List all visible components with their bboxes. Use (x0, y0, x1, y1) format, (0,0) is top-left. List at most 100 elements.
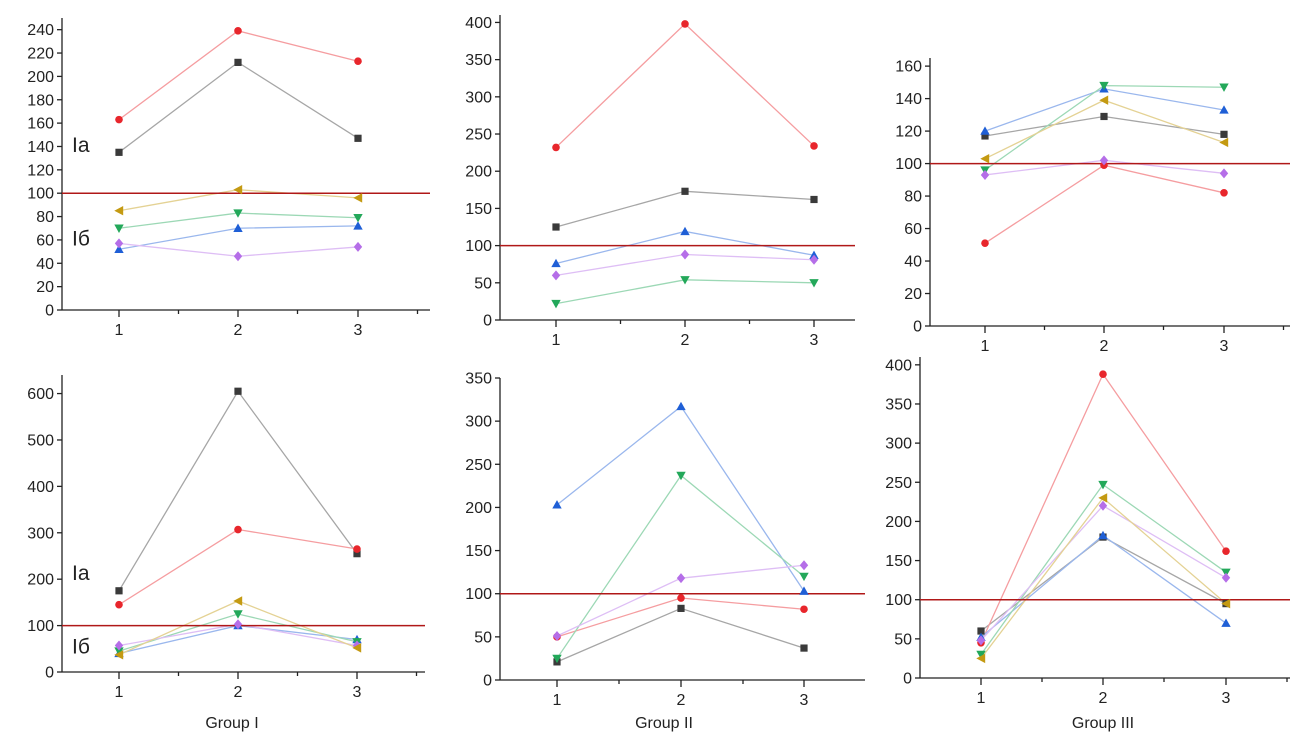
data-point-gold (1098, 493, 1108, 503)
data-point-blue (1098, 530, 1108, 540)
series-line-purple (980, 504, 1227, 641)
y-tick-label: 20 (904, 286, 922, 303)
x-tick-label: 3 (353, 684, 362, 701)
x-tick-label: 2 (1099, 690, 1108, 707)
data-point-green (680, 276, 690, 285)
data-point-purple (114, 238, 124, 249)
x-tick-label: 1 (977, 690, 986, 707)
y-tick-label: 300 (465, 89, 492, 106)
panel-group-ii-top: 0 50 100 150 200 250 300 350 400 1 2 3 (465, 15, 855, 349)
series-line-blue (980, 534, 1227, 638)
data-point-green (551, 299, 561, 309)
data-point-green (353, 214, 363, 223)
y-tick-label: 40 (36, 256, 54, 273)
y-tick-label: 150 (465, 543, 492, 560)
y-tick-label: 240 (27, 22, 54, 39)
group-annotation: Ia (72, 134, 90, 157)
y-tick-label: 250 (885, 475, 912, 492)
data-point-black (115, 148, 123, 156)
data-point-gold (1221, 598, 1231, 609)
y-tick-label: 200 (465, 500, 492, 517)
y-tick-label: 350 (465, 371, 492, 388)
data-point-green (1099, 81, 1109, 91)
y-tick-label: 120 (27, 162, 54, 179)
data-point-gold (114, 650, 124, 660)
series-line-black (118, 390, 358, 592)
group-annotation: Iб (72, 228, 90, 251)
y-tick-label: 0 (903, 671, 912, 688)
y-tick-label: 50 (474, 629, 492, 646)
group-annotation: Ia (72, 562, 90, 585)
data-point-green (799, 572, 809, 582)
y-tick-label: 100 (895, 156, 922, 173)
y-tick-label: 100 (465, 586, 492, 603)
series-line-red (118, 30, 359, 121)
data-point-blue (233, 223, 243, 232)
y-tick-label: 80 (36, 209, 54, 226)
y-tick-label: 0 (483, 673, 492, 690)
x-tick-label: 2 (234, 322, 243, 339)
data-point-black (552, 223, 560, 231)
data-point-green (809, 279, 819, 288)
data-point-gold (1099, 95, 1109, 105)
data-point-purple (1099, 155, 1109, 166)
series-line-black (555, 190, 815, 228)
y-tick-label: 200 (465, 164, 492, 181)
y-tick-label: 0 (45, 665, 54, 682)
data-point-purple (680, 249, 690, 260)
y-tick-label: 20 (36, 279, 54, 296)
data-point-black (810, 195, 818, 204)
series-line-red (118, 528, 358, 606)
x-tick-label: 1 (553, 692, 562, 709)
y-tick-label: 400 (27, 479, 54, 496)
y-tick-label: 0 (483, 313, 492, 330)
data-point-blue (1219, 105, 1229, 114)
x-tick-label: 1 (981, 338, 990, 355)
y-tick-label: 100 (27, 618, 54, 635)
data-point-purple (114, 640, 124, 651)
data-point-gold (980, 154, 990, 164)
data-point-red (681, 20, 689, 28)
y-tick-label: 0 (45, 303, 54, 320)
y-tick-label: 80 (904, 189, 922, 206)
x-tick-label: 2 (677, 692, 686, 709)
panel-group-iii-top: 0 20 40 60 80 100 120 140 160 1 2 3 (895, 58, 1290, 355)
data-point-black (1100, 112, 1108, 121)
data-point-green (1219, 83, 1229, 92)
data-point-gold (1219, 137, 1229, 148)
y-tick-label: 300 (27, 525, 54, 542)
data-point-red (354, 57, 362, 66)
series-line-red (984, 164, 1225, 244)
caption-group-i: Group I (205, 715, 258, 732)
y-tick-label: 150 (465, 201, 492, 218)
data-point-green (552, 654, 562, 664)
data-point-red (810, 142, 818, 150)
series-line-gold (980, 496, 1227, 659)
y-tick-label: 100 (465, 238, 492, 255)
data-point-red (1222, 547, 1230, 555)
data-point-red (353, 545, 361, 553)
y-tick-label: 300 (885, 436, 912, 453)
data-point-gold (353, 193, 363, 203)
y-tick-label: 600 (27, 386, 54, 403)
panel-group-ii-bottom: 0 50 100 150 200 250 300 350 1 2 3 (465, 371, 865, 709)
x-tick-label: 2 (234, 684, 243, 701)
data-point-red (1099, 370, 1107, 379)
data-point-blue (1221, 618, 1231, 627)
data-point-purple (1098, 500, 1108, 511)
series-line-green (556, 474, 805, 659)
y-tick-label: 100 (885, 592, 912, 609)
data-point-green (114, 647, 124, 656)
x-tick-label: 3 (800, 692, 809, 709)
data-point-black (981, 132, 989, 140)
x-tick-label: 1 (115, 684, 124, 701)
data-point-red (115, 600, 123, 609)
data-point-purple (552, 630, 562, 641)
panel-group-i-top: 0 20 40 60 80 100 120 140 160 180 200 220 240 1 2 3 Ia Iб (27, 18, 430, 339)
data-point-purple (976, 635, 986, 646)
y-tick-label: 250 (465, 127, 492, 144)
x-tick-label: 2 (681, 332, 690, 349)
y-tick-label: 160 (27, 116, 54, 133)
y-tick-label: 50 (474, 275, 492, 292)
